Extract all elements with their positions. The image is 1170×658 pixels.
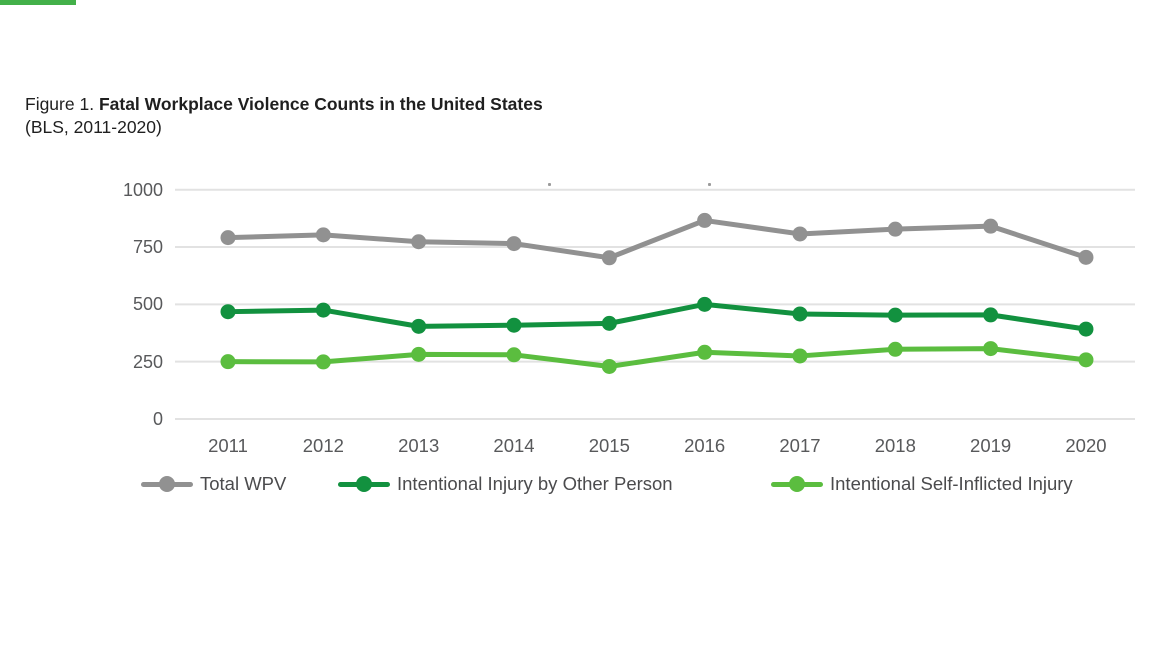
- figure-title-text: Fatal Workplace Violence Counts in the U…: [98, 94, 543, 114]
- data-point: [220, 354, 236, 370]
- legend-item-self-inflicted-injury: Intentional Self-Inflicted Injury: [771, 471, 1073, 497]
- legend-marker-self-inflicted-injury-icon: [771, 475, 823, 493]
- top-accent-bar: [0, 0, 76, 5]
- data-point: [1078, 249, 1094, 265]
- data-point: [887, 221, 903, 237]
- legend-marker-injury-by-other-person-icon: [338, 475, 390, 493]
- x-tick-label: 2011: [208, 435, 248, 456]
- data-point: [506, 236, 522, 252]
- data-point: [697, 344, 713, 360]
- y-tick-label: 0: [152, 409, 163, 429]
- data-point: [697, 212, 713, 228]
- data-point: [506, 317, 522, 333]
- data-point: [411, 234, 427, 250]
- data-point: [792, 306, 808, 322]
- legend-label: Total WPV: [200, 473, 287, 494]
- data-point: [792, 348, 808, 364]
- data-point: [315, 354, 331, 370]
- legend-item-injury-by-other-person: Intentional Injury by Other Person: [338, 471, 673, 497]
- x-tick-label: 2016: [684, 435, 726, 456]
- figure-subtitle: (BLS, 2011-2020): [25, 117, 162, 137]
- artifact-dot: [548, 183, 551, 186]
- data-point: [1078, 352, 1094, 368]
- y-tick-label: 500: [132, 294, 163, 315]
- x-tick-label: 2012: [302, 435, 344, 456]
- data-point: [792, 226, 808, 242]
- series-line: [225, 346, 1089, 369]
- artifact-dot: [708, 183, 711, 186]
- data-point: [601, 315, 617, 331]
- y-tick-label: 750: [132, 237, 163, 258]
- data-point: [411, 318, 427, 334]
- series-line: [225, 301, 1089, 332]
- x-tick-label: 2017: [779, 435, 821, 456]
- series-line: [225, 217, 1089, 261]
- x-tick-label: 2020: [1065, 435, 1107, 456]
- legend-item-total-wpv: Total WPV: [141, 471, 286, 497]
- data-point: [983, 341, 999, 357]
- figure-title: Figure 1. Fatal Workplace Violence Count…: [25, 93, 543, 116]
- data-point: [697, 296, 713, 312]
- y-tick-label: 250: [132, 351, 163, 372]
- data-point: [983, 218, 999, 234]
- data-point: [601, 358, 617, 374]
- data-point: [983, 307, 999, 323]
- legend-label: Intentional Self-Inflicted Injury: [830, 473, 1073, 494]
- x-tick-label: 2018: [874, 435, 916, 456]
- data-point: [1078, 321, 1094, 337]
- x-tick-label: 2014: [493, 435, 535, 456]
- data-point: [315, 227, 331, 243]
- data-point: [601, 250, 617, 266]
- data-point: [887, 341, 903, 357]
- data-point: [220, 304, 236, 320]
- x-tick-label: 2015: [588, 435, 630, 456]
- data-point: [315, 302, 331, 318]
- data-point: [411, 346, 427, 362]
- legend-label: Intentional Injury by Other Person: [397, 473, 673, 494]
- x-tick-label: 2019: [970, 435, 1012, 456]
- data-point: [220, 230, 236, 246]
- figure-label: Figure 1.: [25, 94, 95, 114]
- data-point: [887, 307, 903, 323]
- x-tick-label: 2013: [398, 435, 440, 456]
- y-tick-label: 1000: [122, 179, 163, 200]
- data-point: [506, 347, 522, 363]
- legend-marker-total-wpv-icon: [141, 475, 193, 493]
